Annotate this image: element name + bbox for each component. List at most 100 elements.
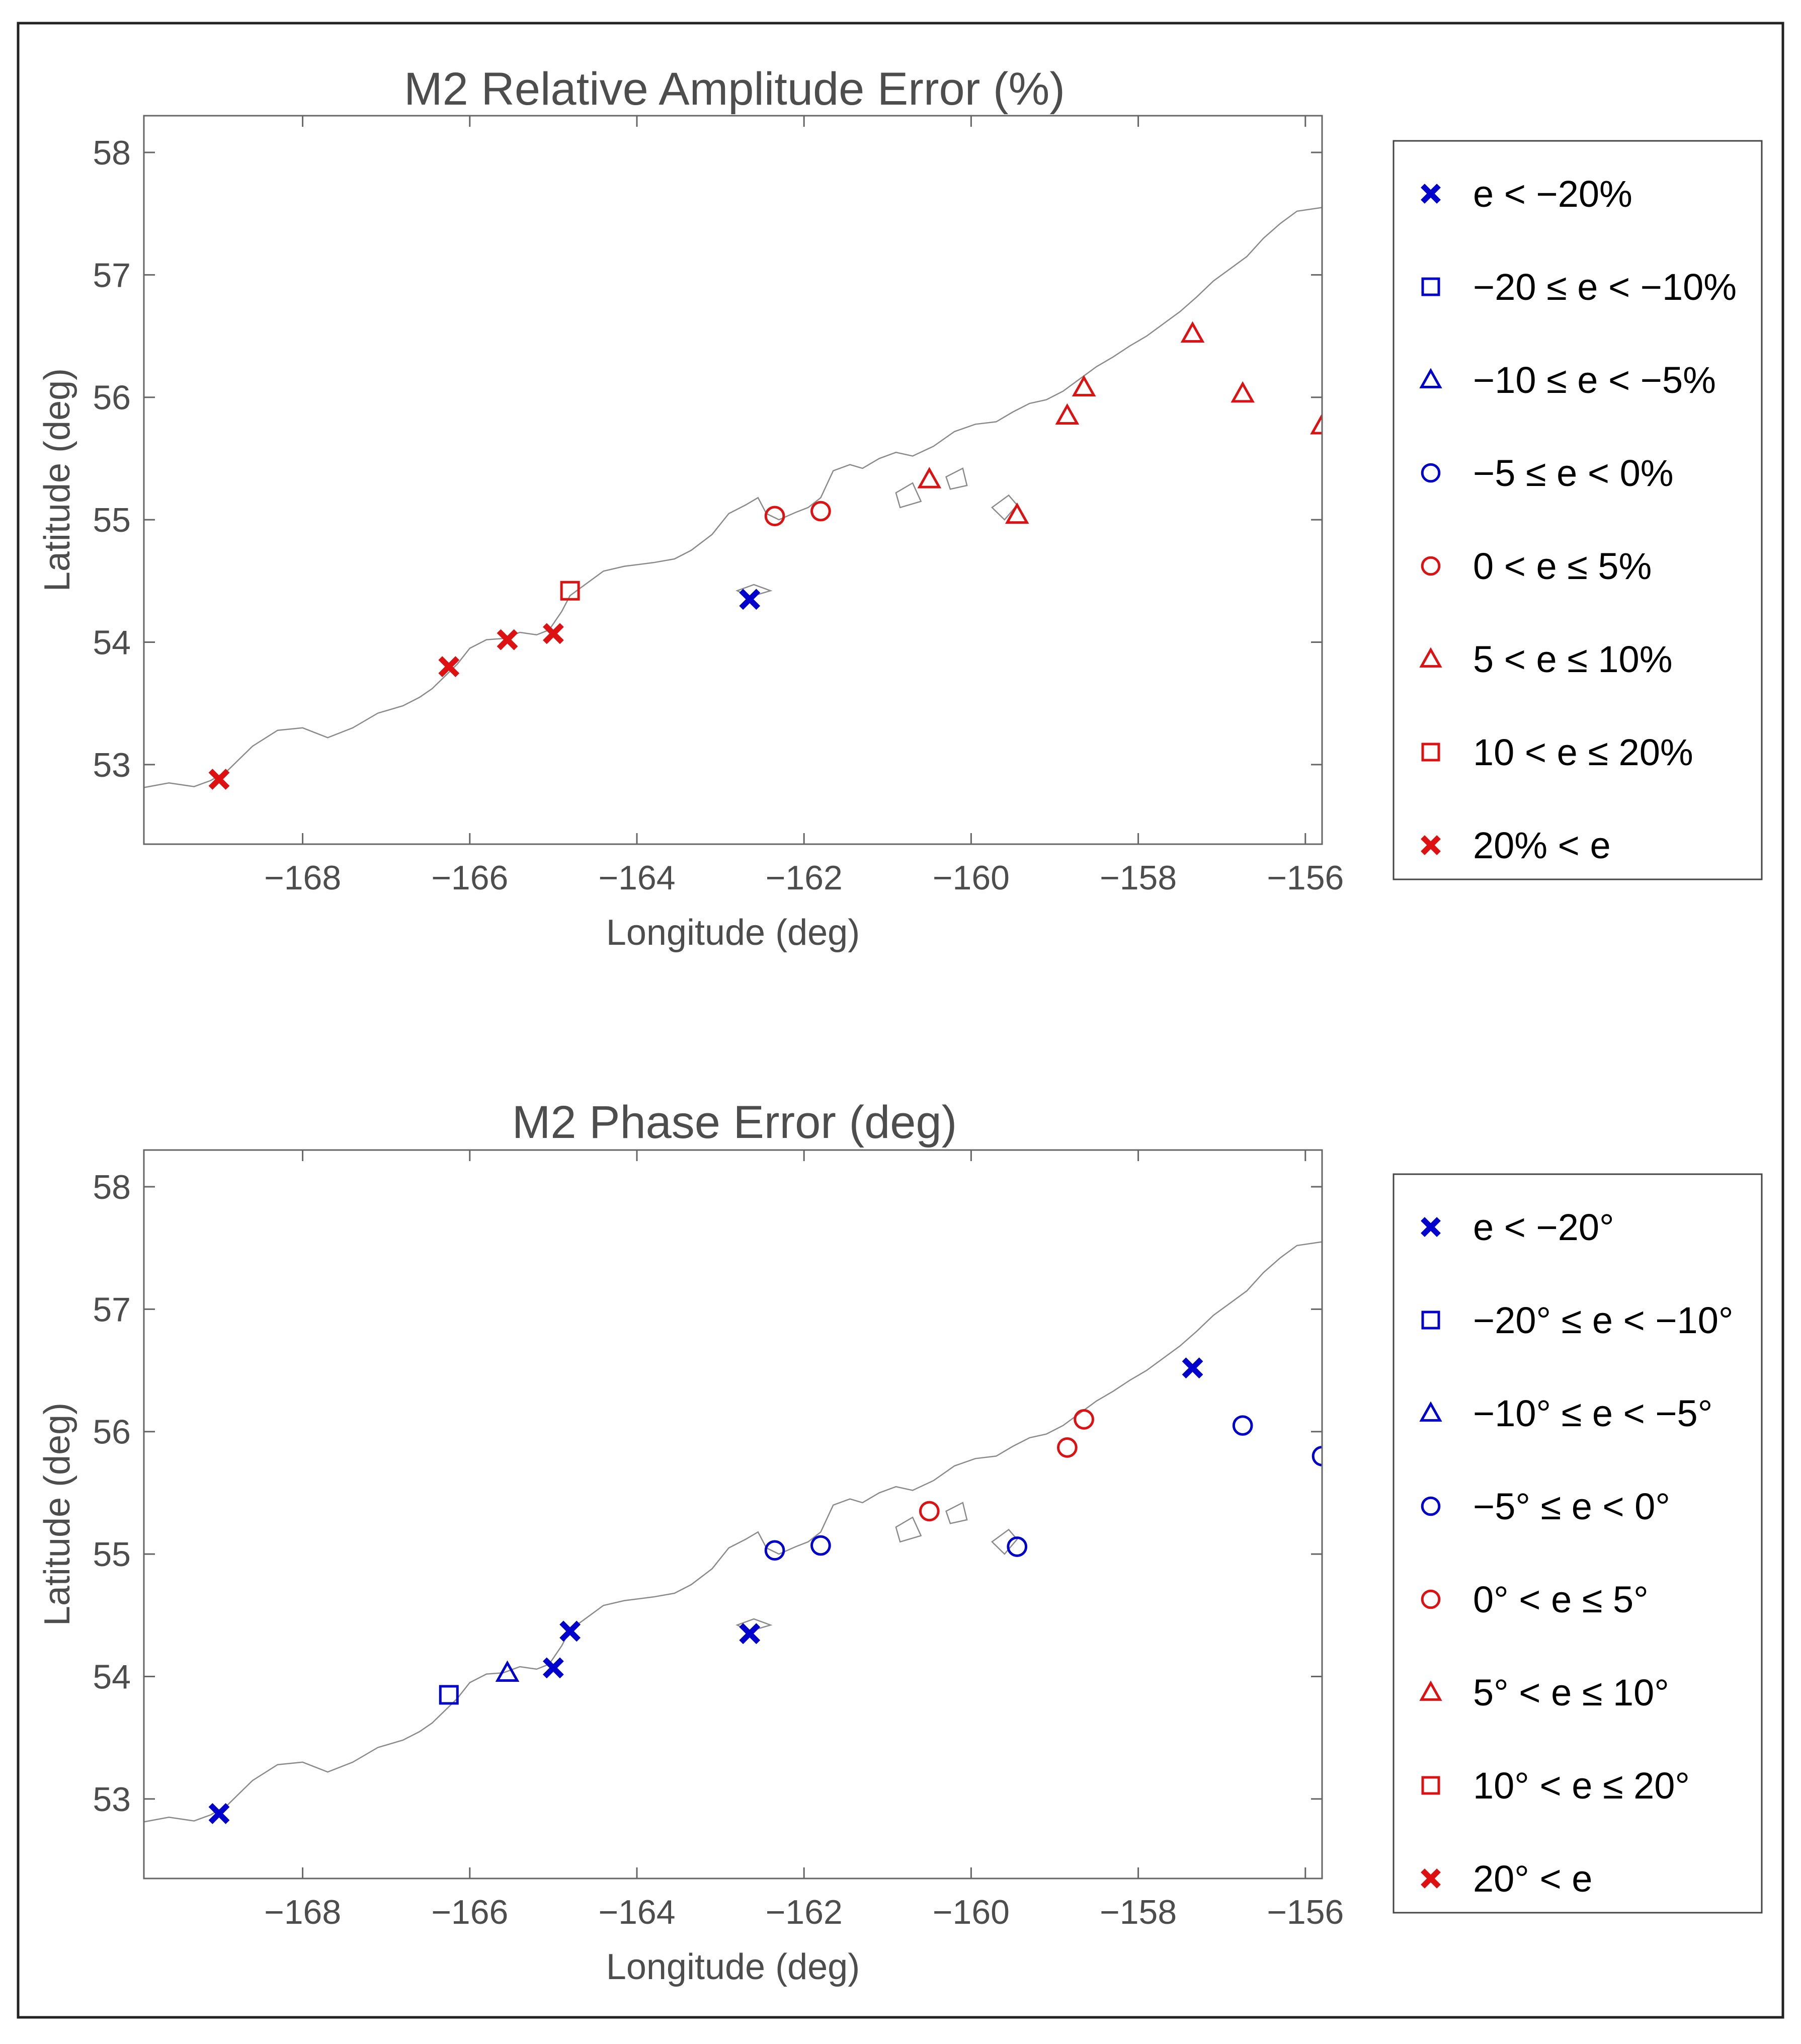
legend-label: −10 ≤ e < −5% xyxy=(1473,359,1716,401)
legend: e < −20° −20° ≤ e < −10° −10° ≤ e < −5° … xyxy=(1393,1173,1763,1914)
legend-box xyxy=(1393,1173,1763,1914)
legend-marker-x xyxy=(1421,835,1441,855)
legend-label: −5° ≤ e < 0° xyxy=(1473,1486,1670,1527)
legend-marker-triangle xyxy=(1419,368,1442,388)
y-tick-label: 56 xyxy=(93,379,131,417)
legend-label: −10° ≤ e < −5° xyxy=(1473,1393,1712,1434)
data-point-triangle xyxy=(1180,321,1205,343)
data-point-circle xyxy=(764,506,785,527)
data-point-x xyxy=(739,1623,761,1645)
legend-marker-square xyxy=(1421,277,1440,296)
y-tick-label: 57 xyxy=(93,1290,131,1329)
island-outline xyxy=(895,1516,922,1543)
data-point-circle xyxy=(1232,1415,1253,1436)
legend-label: 0° < e ≤ 5° xyxy=(1473,1579,1649,1620)
y-tick-label: 54 xyxy=(93,623,131,662)
chart-title: M2 Relative Amplitude Error (%) xyxy=(404,63,1065,115)
legend-box xyxy=(1393,140,1763,880)
y-axis-label: Latitude (deg) xyxy=(37,1403,77,1626)
data-point-x xyxy=(438,656,460,678)
legend-label: 0 < e ≤ 5% xyxy=(1473,545,1652,587)
y-tick-label: 53 xyxy=(93,1780,131,1819)
data-points xyxy=(208,321,1322,790)
island-outline xyxy=(945,1502,968,1524)
x-tick-label: −158 xyxy=(1100,859,1177,897)
x-tick-label: −168 xyxy=(264,1893,341,1931)
y-tick-label: 56 xyxy=(93,1413,131,1451)
data-point-triangle xyxy=(1055,403,1080,425)
amplitude-error-chart: M2 Relative Amplitude Error (%) −168 −16… xyxy=(37,63,1763,953)
data-point-triangle xyxy=(1072,375,1096,397)
x-tick-label: −156 xyxy=(1267,1893,1344,1931)
data-point-square xyxy=(560,581,580,601)
legend-marker-square xyxy=(1421,743,1440,762)
data-point-x xyxy=(497,629,518,650)
data-point-x xyxy=(543,1657,564,1679)
axis-ticks xyxy=(144,116,1322,844)
legend-marker-triangle xyxy=(1419,647,1442,668)
data-point-circle xyxy=(1074,1409,1094,1430)
x-tick-label: −160 xyxy=(933,859,1010,897)
legend-marker-circle xyxy=(1421,1589,1441,1609)
y-tick-labels: 53 54 55 56 57 58 xyxy=(93,1168,131,1819)
y-tick-label: 53 xyxy=(93,746,131,784)
x-tick-label: −166 xyxy=(431,859,508,897)
x-tick-label: −162 xyxy=(766,1893,843,1931)
legend-label: −5 ≤ e < 0% xyxy=(1473,452,1674,494)
legend-label: −20 ≤ e < −10% xyxy=(1473,266,1737,308)
data-point-x xyxy=(208,769,230,790)
data-points xyxy=(208,1357,1322,1824)
y-tick-label: 54 xyxy=(93,1658,131,1696)
x-tick-label: −168 xyxy=(264,859,341,897)
x-axis-label: Longitude (deg) xyxy=(606,913,860,953)
y-tick-labels: 53 54 55 56 57 58 xyxy=(93,134,131,784)
x-tick-label: −160 xyxy=(933,1893,1010,1931)
data-point-circle xyxy=(810,501,831,522)
data-point-x xyxy=(208,1803,230,1824)
data-point-circle xyxy=(1057,1437,1078,1458)
x-tick-label: −164 xyxy=(598,1893,675,1931)
island-outline xyxy=(895,482,922,509)
coastline-path xyxy=(144,1241,1322,1823)
legend-label: 5 < e ≤ 10% xyxy=(1473,638,1673,680)
x-tick-label: −162 xyxy=(766,859,843,897)
x-tick-label: −166 xyxy=(431,1893,508,1931)
legend-marker-square xyxy=(1421,1311,1440,1330)
legend-marker-triangle xyxy=(1419,1401,1442,1422)
legend-label: 5° < e ≤ 10° xyxy=(1473,1672,1669,1713)
legend-label: e < −20° xyxy=(1473,1206,1614,1248)
phase-error-chart: M2 Phase Error (deg) −168 −166 −164 −162… xyxy=(37,1097,1763,1987)
chart-title: M2 Phase Error (deg) xyxy=(512,1097,957,1148)
plot-frame xyxy=(143,115,1323,845)
data-point-triangle xyxy=(1005,502,1029,524)
legend-marker-square xyxy=(1421,1776,1440,1795)
legend: e < −20% −20 ≤ e < −10% −10 ≤ e < −5% −5… xyxy=(1393,140,1763,880)
legend-label: e < −20% xyxy=(1473,173,1632,215)
data-point-square xyxy=(439,1685,459,1705)
data-point-x xyxy=(559,1620,581,1642)
island-outline xyxy=(991,1528,1018,1555)
legend-marker-triangle xyxy=(1419,1680,1442,1701)
legend-marker-circle xyxy=(1421,1496,1441,1516)
y-tick-label: 55 xyxy=(93,1535,131,1574)
data-point-circle xyxy=(764,1540,785,1561)
y-axis-label: Latitude (deg) xyxy=(37,368,77,592)
legend-label: 20% < e xyxy=(1473,825,1611,866)
x-tick-label: −158 xyxy=(1100,1893,1177,1931)
x-tick-labels: −168 −166 −164 −162 −160 −158 −156 xyxy=(264,1893,1344,1931)
x-tick-label: −164 xyxy=(598,859,675,897)
data-point-circle xyxy=(1007,1536,1028,1557)
y-tick-label: 55 xyxy=(93,501,131,539)
coastline-path xyxy=(144,207,1322,788)
legend-label: −20° ≤ e < −10° xyxy=(1473,1299,1733,1341)
legend-markers xyxy=(1419,184,1442,855)
legend-marker-x xyxy=(1421,184,1441,204)
data-point-triangle xyxy=(495,1660,520,1682)
legend-marker-x xyxy=(1421,1217,1441,1237)
data-point-x xyxy=(1182,1357,1203,1379)
legend-marker-x xyxy=(1421,1868,1441,1889)
x-tick-label: −156 xyxy=(1267,859,1344,897)
y-tick-label: 57 xyxy=(93,256,131,294)
y-tick-label: 58 xyxy=(93,1168,131,1206)
